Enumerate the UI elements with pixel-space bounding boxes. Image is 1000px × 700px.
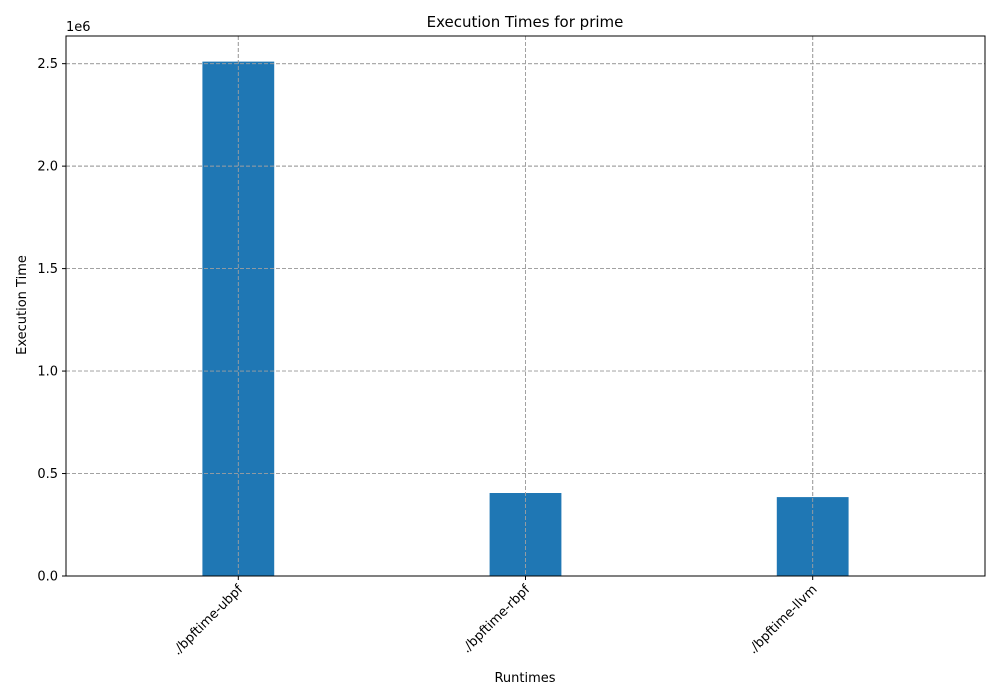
x-tick-label: ./bpftime-ubpf <box>170 582 246 658</box>
x-tick-label: ./bpftime-llvm <box>746 582 821 657</box>
x-axis-label: Runtimes <box>494 671 555 686</box>
y-tick-label: 0.5 <box>37 467 58 482</box>
y-tick-label: 1.0 <box>37 365 58 380</box>
x-tick-label: ./bpftime-rbpf <box>459 582 533 656</box>
y-tick-label: 1.5 <box>37 262 58 277</box>
y-tick-label: 2.5 <box>37 57 58 72</box>
y-axis-offset-label: 1e6 <box>66 20 91 35</box>
chart-title: Execution Times for prime <box>427 13 624 31</box>
y-tick-label: 0.0 <box>37 570 58 585</box>
bars-layer <box>66 36 985 576</box>
ticks-layer: 0.0 0.5 1.0 1.5 2.0 2.5 ./bpftime-ubpf ./bpftim… <box>37 57 820 658</box>
y-tick-label: 2.0 <box>37 160 58 175</box>
y-axis-label: Execution Time <box>15 255 30 355</box>
